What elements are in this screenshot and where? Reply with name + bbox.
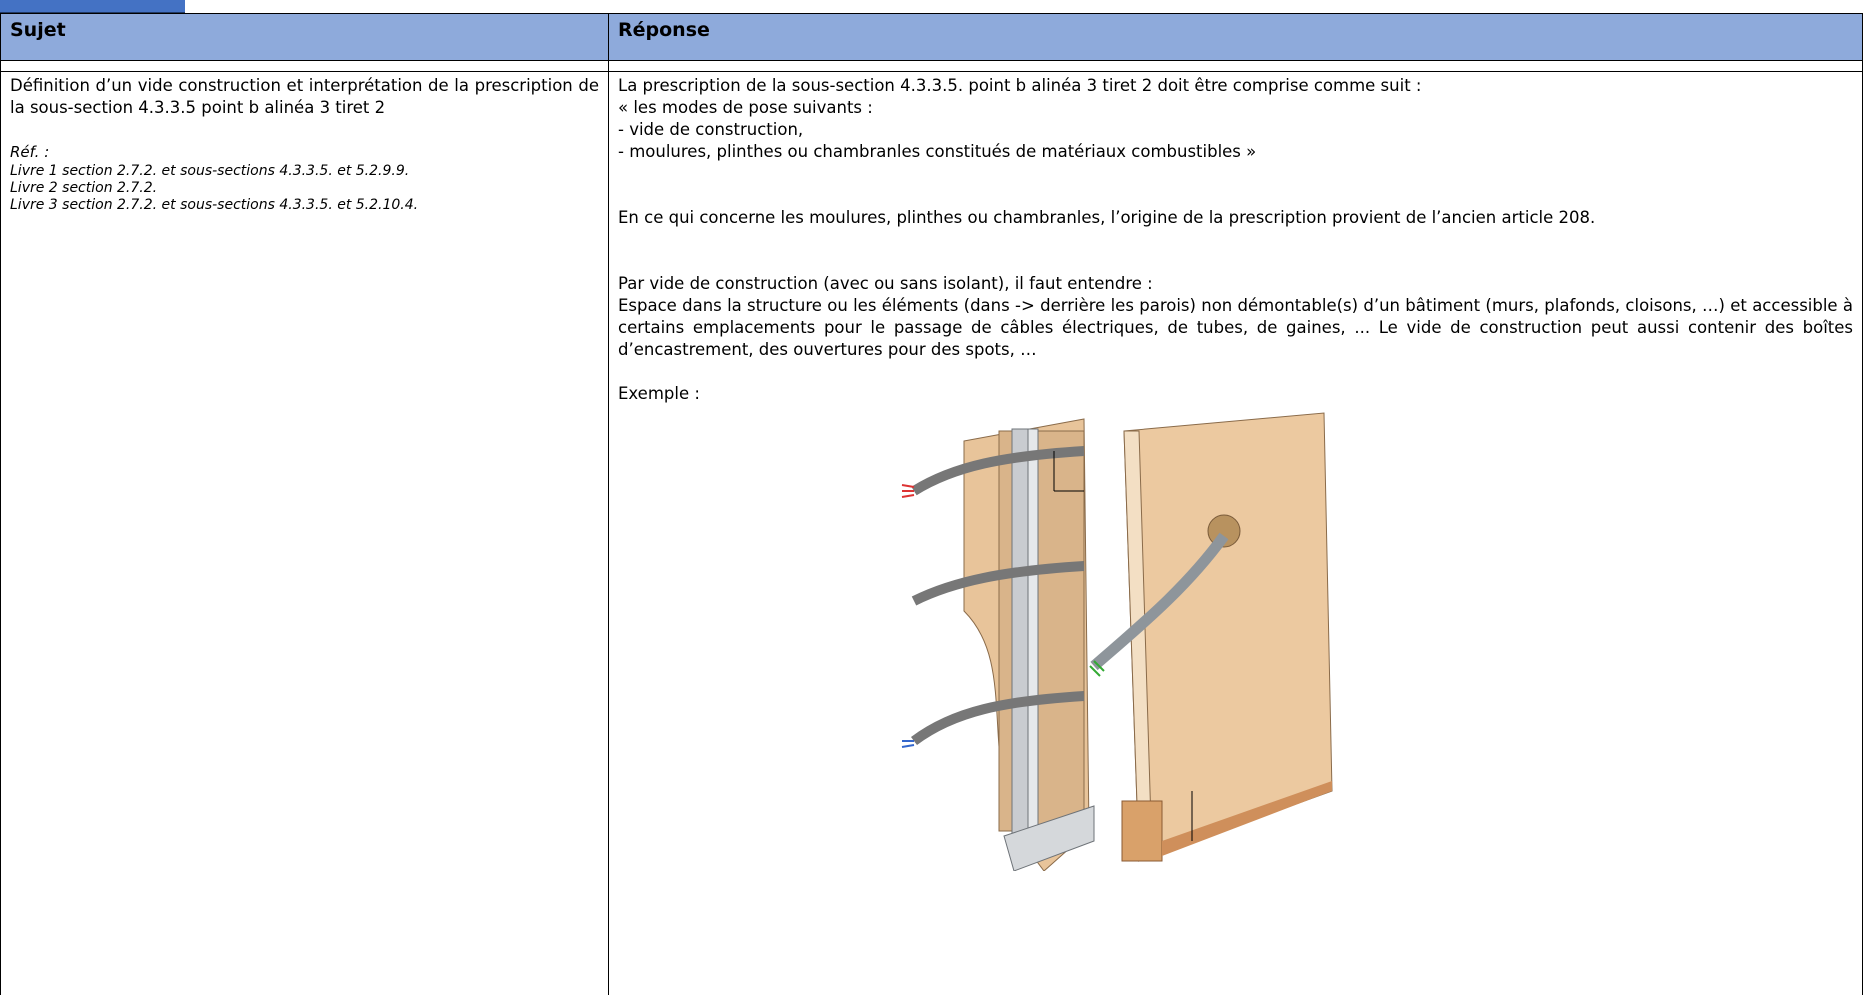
ref-label: Réf. : — [10, 141, 599, 163]
header-cell: Réponse — [609, 14, 1863, 61]
quote-line: - moulures, plinthes ou chambranles cons… — [618, 141, 1853, 163]
answer-text: En ce qui concerne les moulures, plinthe… — [618, 207, 1853, 229]
cell — [609, 61, 1863, 72]
example-illustration — [894, 411, 1354, 871]
subject-text: Définition d’un vide construction et int… — [10, 75, 599, 119]
cell — [1, 61, 609, 72]
quote-line: « les modes de pose suivants : — [618, 97, 1853, 119]
body-row: Définition d’un vide construction et int… — [1, 72, 1863, 995]
answer-text: Par vide de construction (avec ou sans i… — [618, 273, 1853, 295]
answer-cell: La prescription de la sous-section 4.3.3… — [609, 72, 1863, 995]
ref-line: Livre 1 section 2.7.2. et sous-sections … — [10, 163, 599, 180]
quote-line: - vide de construction, — [618, 119, 1853, 141]
subject-cell: Définition d’un vide construction et int… — [1, 72, 609, 995]
answer-text: Espace dans la structure ou les éléments… — [618, 295, 1853, 361]
header-row: Sujet Réponse — [1, 14, 1863, 61]
answer-text: La prescription de la sous-section 4.3.3… — [618, 75, 1853, 97]
ref-line: Livre 2 section 2.7.2. — [10, 180, 599, 197]
header-tab — [0, 0, 185, 13]
ref-line: Livre 3 section 2.7.2. et sous-sections … — [10, 197, 599, 214]
header-cell: Sujet — [1, 14, 609, 61]
example-label: Exemple : — [618, 383, 1853, 405]
spacer-row — [1, 61, 1863, 72]
faq-table: Sujet Réponse Définition d’un vide const… — [0, 13, 1863, 995]
